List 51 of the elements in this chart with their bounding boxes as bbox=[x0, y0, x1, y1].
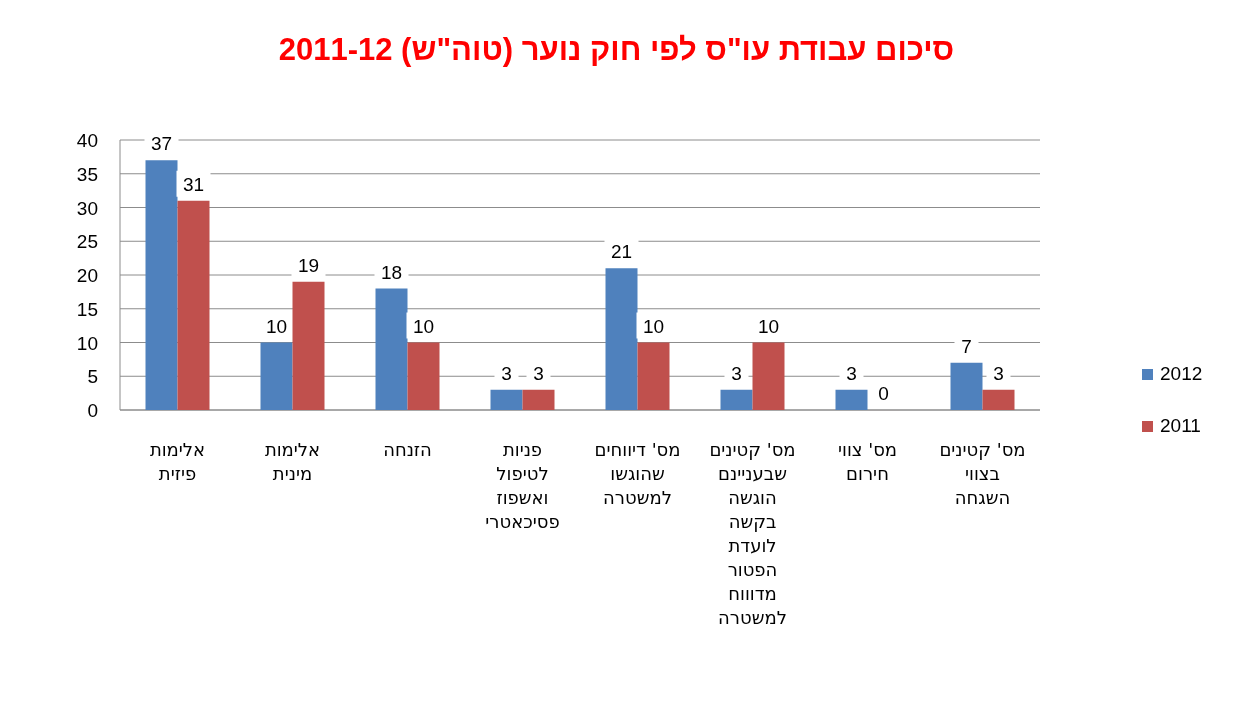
bar bbox=[982, 389, 1015, 410]
data-label: 37 bbox=[150, 133, 173, 155]
bar bbox=[145, 160, 178, 410]
x-tick-label: מס' קטינים בצווי השגחה bbox=[938, 438, 1027, 510]
bar bbox=[375, 288, 408, 410]
y-tick-label: 40 bbox=[76, 130, 98, 151]
bar bbox=[522, 389, 555, 410]
bar bbox=[177, 200, 210, 410]
bar bbox=[637, 342, 670, 410]
data-label: 3 bbox=[731, 362, 742, 384]
bar bbox=[720, 389, 753, 410]
y-tick-label: 5 bbox=[87, 366, 98, 388]
bar bbox=[407, 342, 440, 410]
data-label: 3 bbox=[993, 362, 1004, 384]
data-label: 3 bbox=[533, 362, 544, 384]
x-tick-label: הזנחה bbox=[382, 438, 433, 462]
legend-label: 2011 bbox=[1160, 415, 1201, 436]
data-label: 10 bbox=[412, 315, 435, 337]
y-tick-label: 0 bbox=[87, 400, 98, 421]
chart-title: סיכום עבודת עו"ס לפי חוק נוער (טוה"ש) 2011-12 bbox=[277, 32, 956, 68]
y-tick-label: 35 bbox=[76, 163, 98, 185]
data-label: 0 bbox=[878, 383, 889, 404]
y-tick-label: 30 bbox=[76, 197, 98, 219]
data-label: 21 bbox=[610, 241, 633, 263]
data-label: 3 bbox=[846, 362, 857, 384]
x-tick-label: מס' קטינים שבעניינם הוגשה בקשה לועדת הפטור מדוווח למשטרה bbox=[708, 438, 797, 630]
bar bbox=[605, 268, 638, 410]
data-label: 10 bbox=[642, 315, 665, 337]
legend-label: 2012 bbox=[1160, 363, 1203, 384]
data-label: 19 bbox=[297, 254, 320, 276]
y-tick-label: 15 bbox=[76, 298, 98, 320]
data-label: 3 bbox=[501, 362, 512, 384]
bar bbox=[752, 342, 785, 410]
x-tick-label: אלימות פיזית bbox=[148, 438, 207, 486]
y-tick-label: 25 bbox=[76, 231, 98, 253]
bar bbox=[835, 389, 868, 410]
bar bbox=[490, 389, 523, 410]
data-label: 18 bbox=[380, 261, 403, 283]
data-label: 10 bbox=[757, 315, 780, 337]
bar bbox=[260, 342, 293, 410]
x-tick-label: מס' דיווחים שהוגשו למשטרה bbox=[593, 438, 682, 510]
data-label: 7 bbox=[961, 335, 972, 357]
y-tick-label: 10 bbox=[76, 332, 98, 354]
data-label: 31 bbox=[182, 173, 205, 195]
x-tick-label: אלימות מינית bbox=[263, 438, 322, 486]
x-tick-label: פניות לטיפול ואשפוז פסיכאטרי bbox=[484, 438, 561, 534]
bar bbox=[950, 362, 983, 410]
bar bbox=[292, 281, 325, 410]
x-tick-label: מס' צווי חירום bbox=[836, 438, 899, 486]
data-label: 10 bbox=[265, 315, 288, 337]
y-tick-label: 20 bbox=[76, 265, 98, 286]
